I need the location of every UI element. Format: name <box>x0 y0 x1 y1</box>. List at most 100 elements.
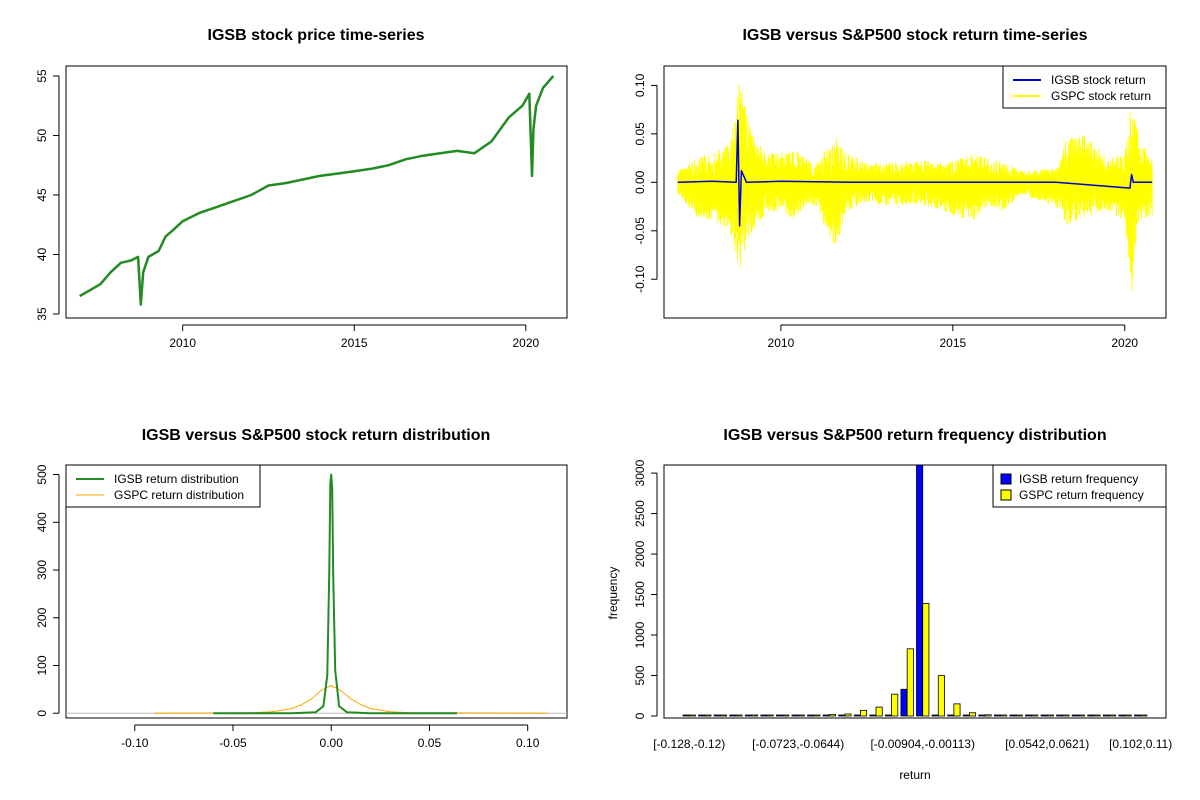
histogram-legend-label: IGSB return frequency <box>1019 472 1138 486</box>
igsb-frequency-bar <box>1071 714 1079 717</box>
histogram-title: IGSB versus S&P500 return frequency dist… <box>723 427 1106 444</box>
density-x-tick-label: 0.00 <box>320 736 344 750</box>
igsb-frequency-bar <box>1056 714 1064 717</box>
gspc-frequency-bar <box>735 714 743 717</box>
gspc-frequency-bar <box>875 706 883 717</box>
histogram-legend-box <box>992 464 1167 508</box>
gspc-frequency-bar <box>782 714 790 717</box>
gspc-frequency-bar <box>1109 714 1117 717</box>
density-frame <box>65 464 568 719</box>
returns-x-tick-label: 2015 <box>939 336 966 350</box>
igsb-frequency-bar <box>1134 714 1142 717</box>
igsb-frequency-bar <box>884 714 892 717</box>
gspc-frequency-bar <box>751 714 759 717</box>
returns-legend-box <box>1002 65 1167 109</box>
igsb-frequency-bar <box>744 714 752 717</box>
igsb-frequency-bar <box>791 714 799 717</box>
igsb-frequency-bar <box>822 714 830 717</box>
gspc-frequency-bar <box>1031 714 1039 717</box>
gspc-frequency-bar <box>688 714 696 717</box>
density-y-tick-label: 500 <box>35 464 49 484</box>
igsb-return-series <box>677 119 1153 227</box>
gspc-frequency-bar <box>906 648 914 717</box>
price-x-tick-label: 2015 <box>341 336 368 350</box>
gspc-frequency-bar <box>969 712 977 717</box>
igsb-frequency-bar <box>993 714 1001 717</box>
gspc-return-series <box>677 84 1153 292</box>
gspc-frequency-bar <box>766 714 774 717</box>
returns-y-tick-label: 0.05 <box>633 122 647 146</box>
histogram-y-tick-label: 2500 <box>633 500 647 527</box>
igsb-frequency-bar <box>869 714 877 717</box>
histogram-legend-swatch <box>1000 489 1012 501</box>
gspc-frequency-bar <box>704 714 712 717</box>
histogram-xlabel: return <box>899 768 930 782</box>
price-frame <box>65 65 568 319</box>
gspc-frequency-bar <box>1000 714 1008 717</box>
returns-plot: 2010 2015 2020 -0.10 -0.05 0.00 0.05 0.10 IGSB s… <box>633 65 1167 350</box>
histogram-y-tick-label: 1000 <box>633 621 647 648</box>
density-panel: IGSB versus S&P500 stock return distribu… <box>35 427 568 750</box>
density-x-tick-label: 0.05 <box>418 736 442 750</box>
gspc-frequency-bar <box>860 709 868 717</box>
igsb-frequency-bar <box>900 688 908 717</box>
gspc-frequency-bar <box>797 714 805 717</box>
igsb-frequency-bar <box>1087 714 1095 717</box>
igsb-frequency-bar <box>1025 714 1033 717</box>
histogram-plot: 0 500 1000 1500 2000 2500 3000 [-0.128,-0.12) [-… <box>633 459 1172 751</box>
price-plot: 2010 2015 2020 35 40 45 50 55 <box>35 65 568 350</box>
returns-y-tick-label: 0.00 <box>633 170 647 194</box>
returns-frame <box>663 65 1167 319</box>
density-legend-label: IGSB return distribution <box>114 472 239 486</box>
density-legend-label: GSPC return distribution <box>114 488 244 502</box>
igsb-frequency-bar <box>1102 714 1110 717</box>
igsb-frequency-bar <box>947 714 955 717</box>
gspc-frequency-bar <box>1140 714 1148 717</box>
igsb-frequency-bar <box>776 714 784 717</box>
returns-x-tick-label: 2010 <box>768 336 795 350</box>
histogram-x-tick-label: [-0.0723,-0.0644) <box>752 737 844 751</box>
price-y-tick-label: 50 <box>35 128 49 142</box>
price-panel: IGSB stock price time-series 2010 2015 202… <box>35 27 568 350</box>
gspc-frequency-bar <box>984 714 992 717</box>
density-y-tick-label: 400 <box>35 512 49 532</box>
gspc-frequency-bar <box>813 714 821 717</box>
histogram-frame <box>663 464 1167 719</box>
density-y-tick-label: 300 <box>35 560 49 580</box>
histogram-x-tick-label: [0.0542,0.0621) <box>1005 737 1089 751</box>
gspc-frequency-bar <box>1093 714 1101 717</box>
igsb-frequency-bar <box>1040 714 1048 717</box>
igsb-frequency-bar <box>853 714 861 717</box>
price-x-tick-label: 2020 <box>512 336 539 350</box>
gspc-frequency-bar <box>1124 714 1132 717</box>
density-x-tick-label: -0.05 <box>219 736 247 750</box>
price-y-tick-label: 55 <box>35 69 49 83</box>
returns-y-tick-label: 0.10 <box>633 73 647 97</box>
gspc-frequency-bar <box>1077 714 1086 717</box>
histogram-x-tick-label: [-0.128,-0.12) <box>653 737 725 751</box>
returns-panel: IGSB versus S&P500 stock return time-ser… <box>633 27 1167 350</box>
igsb-frequency-bar <box>962 714 970 717</box>
igsb-frequency-bar <box>838 714 846 717</box>
returns-x-tick-label: 2020 <box>1111 336 1138 350</box>
histogram-y-tick-label: 0 <box>633 712 647 719</box>
returns-y-tick-label: -0.05 <box>633 217 647 245</box>
igsb-frequency-bar <box>713 714 721 717</box>
gspc-frequency-bar <box>1046 714 1054 717</box>
igsb-frequency-bar <box>931 714 939 717</box>
igsb-frequency-bar <box>916 464 924 717</box>
gspc-frequency-bar <box>953 703 961 717</box>
igsb-frequency-bar <box>682 714 690 717</box>
histogram-x-tick-label: [0.102,0.11) <box>1109 737 1172 751</box>
price-series-line <box>79 75 555 306</box>
histogram-y-tick-label: 3000 <box>633 459 647 486</box>
density-legend-box <box>65 464 261 508</box>
price-y-tick-label: 45 <box>35 188 49 202</box>
histogram-panel: IGSB versus S&P500 return frequency dist… <box>606 427 1172 782</box>
gspc-density-line <box>154 685 548 714</box>
histogram-y-tick-label: 500 <box>633 665 647 685</box>
igsb-frequency-bar <box>807 714 815 717</box>
density-title: IGSB versus S&P500 stock return distribu… <box>142 427 491 444</box>
returns-title: IGSB versus S&P500 stock return time-ser… <box>742 27 1087 44</box>
gspc-frequency-bar <box>719 714 727 717</box>
